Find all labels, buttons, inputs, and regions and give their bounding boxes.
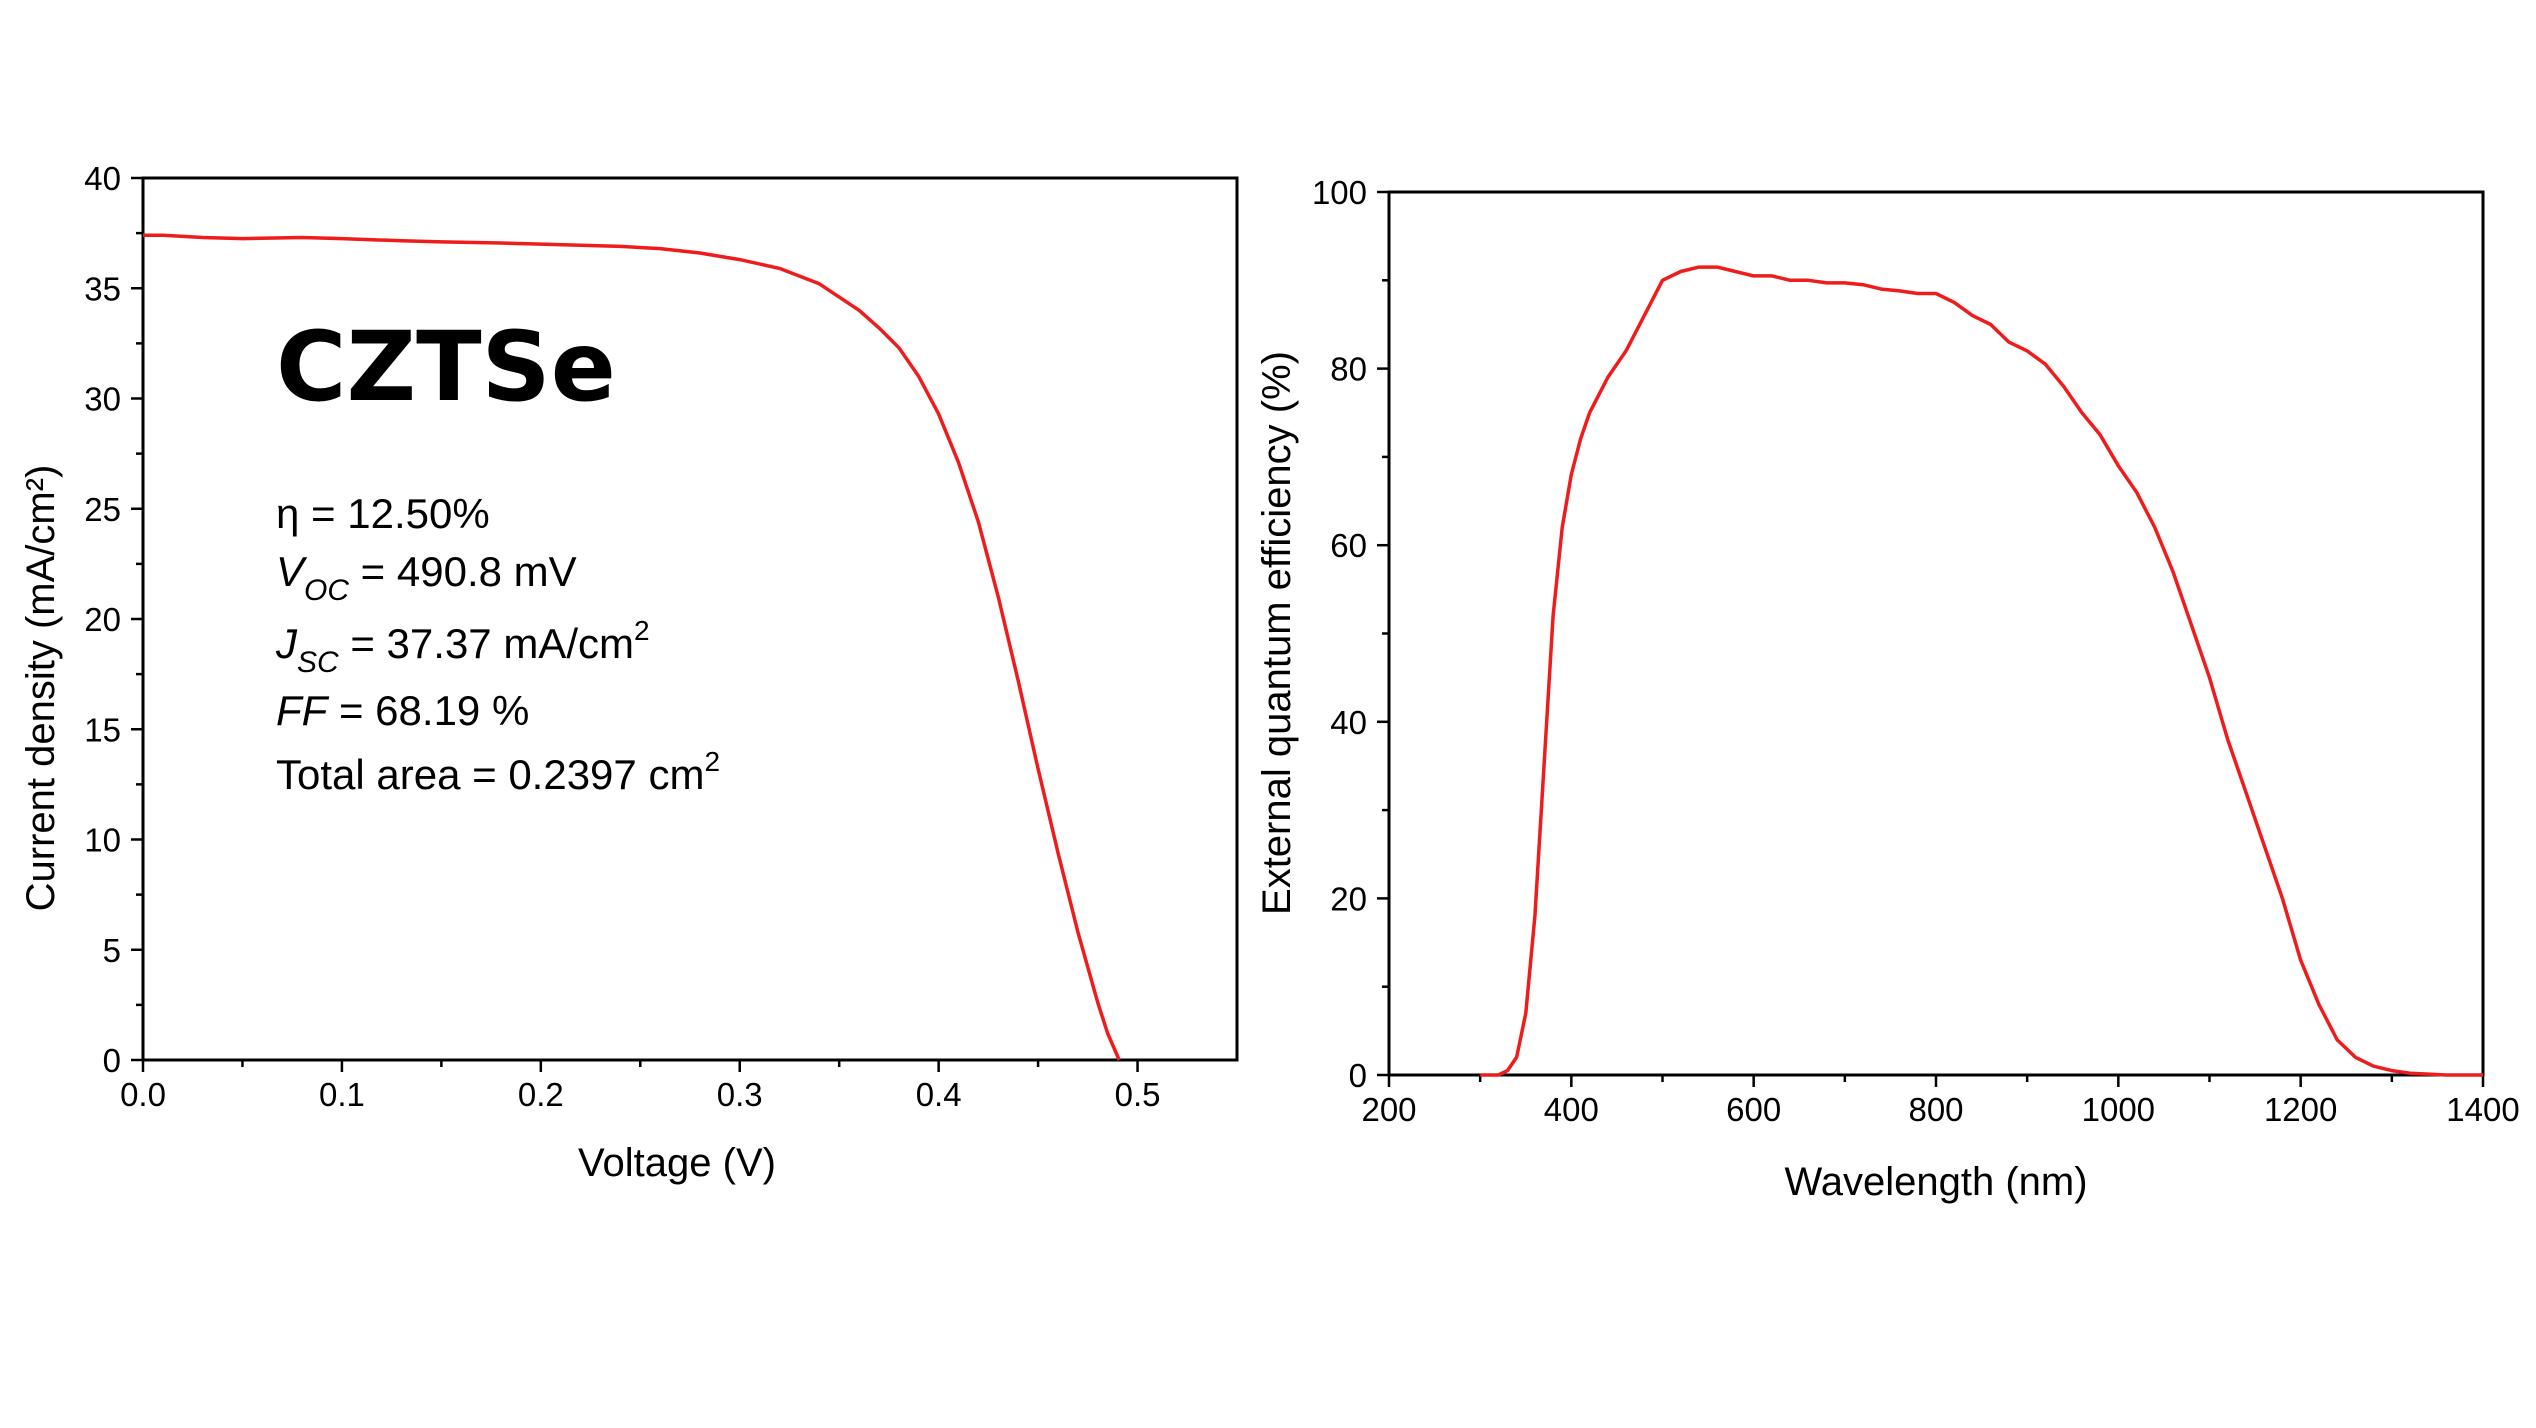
eqe-y-tick-label: 0 <box>1349 1057 1367 1094</box>
jv-y-tick-label: 15 <box>84 711 121 748</box>
eqe-y-ticks: 0 20 40 60 80 100 <box>1312 174 1389 1094</box>
jsc-annotation: JSC = 37.37 mA/cm2 <box>275 615 650 679</box>
jv-title: CZTSe <box>276 311 616 423</box>
eqe-y-tick-label: 20 <box>1330 880 1367 917</box>
jv-y-tick-label: 25 <box>84 491 121 528</box>
jv-y-ticks: 0 5 10 15 20 25 30 35 40 <box>84 160 143 1079</box>
jv-y-tick-label: 10 <box>84 822 121 859</box>
eqe-x-ticks: 200 400 600 800 1000 1200 1400 <box>1361 1075 2520 1128</box>
eqe-x-tick-label: 1400 <box>2446 1091 2519 1128</box>
area-superscript: 2 <box>704 746 720 777</box>
eqe-x-axis-label: Wavelength (nm) <box>1784 1160 2087 1204</box>
eqe-x-tick-label: 200 <box>1361 1091 1416 1128</box>
jv-y-tick-label: 20 <box>84 601 121 638</box>
eqe-x-tick-label: 400 <box>1544 1091 1599 1128</box>
jv-y-tick-label: 0 <box>103 1042 121 1079</box>
efficiency-text: η = 12.50% <box>276 490 490 537</box>
jsc-symbol: J <box>275 620 298 667</box>
eqe-x-tick-label: 1200 <box>2264 1091 2337 1128</box>
jv-y-tick-label: 40 <box>84 160 121 197</box>
eqe-y-tick-label: 80 <box>1330 351 1367 388</box>
jv-x-axis-label: Voltage (V) <box>578 1141 776 1185</box>
jv-y-tick-label: 30 <box>84 381 121 418</box>
efficiency-annotation: η = 12.50% <box>276 490 490 537</box>
voc-subscript: OC <box>304 574 349 607</box>
eqe-y-axis-label: External quantum efficiency (%) <box>1255 351 1299 915</box>
eqe-curve <box>1480 265 2483 1077</box>
eqe-x-tick-label: 600 <box>1726 1091 1781 1128</box>
ff-annotation: FF = 68.19 % <box>276 687 529 734</box>
voc-value: = 490.8 mV <box>349 548 577 595</box>
jsc-value: = 37.37 mA/cm <box>339 620 634 667</box>
jv-x-tick-label: 0.0 <box>120 1076 166 1113</box>
eqe-x-tick-label: 800 <box>1908 1091 1963 1128</box>
area-annotation: Total area = 0.2397 cm2 <box>276 746 720 798</box>
jv-chart: 0.0 0.1 0.2 0.3 0.4 0.5 0 5 10 15 20 25 30 35 40 Volt… <box>19 160 1239 1185</box>
area-value: Total area = 0.2397 cm <box>276 751 704 798</box>
jv-x-tick-label: 0.1 <box>319 1076 365 1113</box>
jv-y-axis-label: Current density (mA/cm²) <box>19 465 63 912</box>
eqe-y-tick-label: 60 <box>1330 527 1367 564</box>
jsc-superscript: 2 <box>634 615 650 646</box>
ff-value: = 68.19 % <box>327 687 529 734</box>
jv-curve <box>143 233 1121 1061</box>
eqe-chart: 200 400 600 800 1000 1200 1400 0 20 40 60 80 100 Wa… <box>1255 174 2520 1204</box>
jv-x-tick-label: 0.4 <box>916 1076 962 1113</box>
voc-annotation: VOC = 490.8 mV <box>276 548 577 607</box>
voc-symbol: V <box>276 548 308 595</box>
eqe-y-tick-label: 40 <box>1330 704 1367 741</box>
jv-x-tick-label: 0.2 <box>518 1076 564 1113</box>
jv-x-ticks: 0.0 0.1 0.2 0.3 0.4 0.5 <box>120 1060 1160 1113</box>
eqe-y-tick-label: 100 <box>1312 174 1367 211</box>
eqe-x-tick-label: 1000 <box>2082 1091 2155 1128</box>
jv-x-tick-label: 0.3 <box>717 1076 763 1113</box>
jsc-subscript: SC <box>297 646 339 679</box>
jv-y-tick-label: 35 <box>84 270 121 307</box>
jv-y-tick-label: 5 <box>103 932 121 969</box>
ff-symbol: FF <box>276 687 330 734</box>
jv-x-tick-label: 0.5 <box>1115 1076 1161 1113</box>
